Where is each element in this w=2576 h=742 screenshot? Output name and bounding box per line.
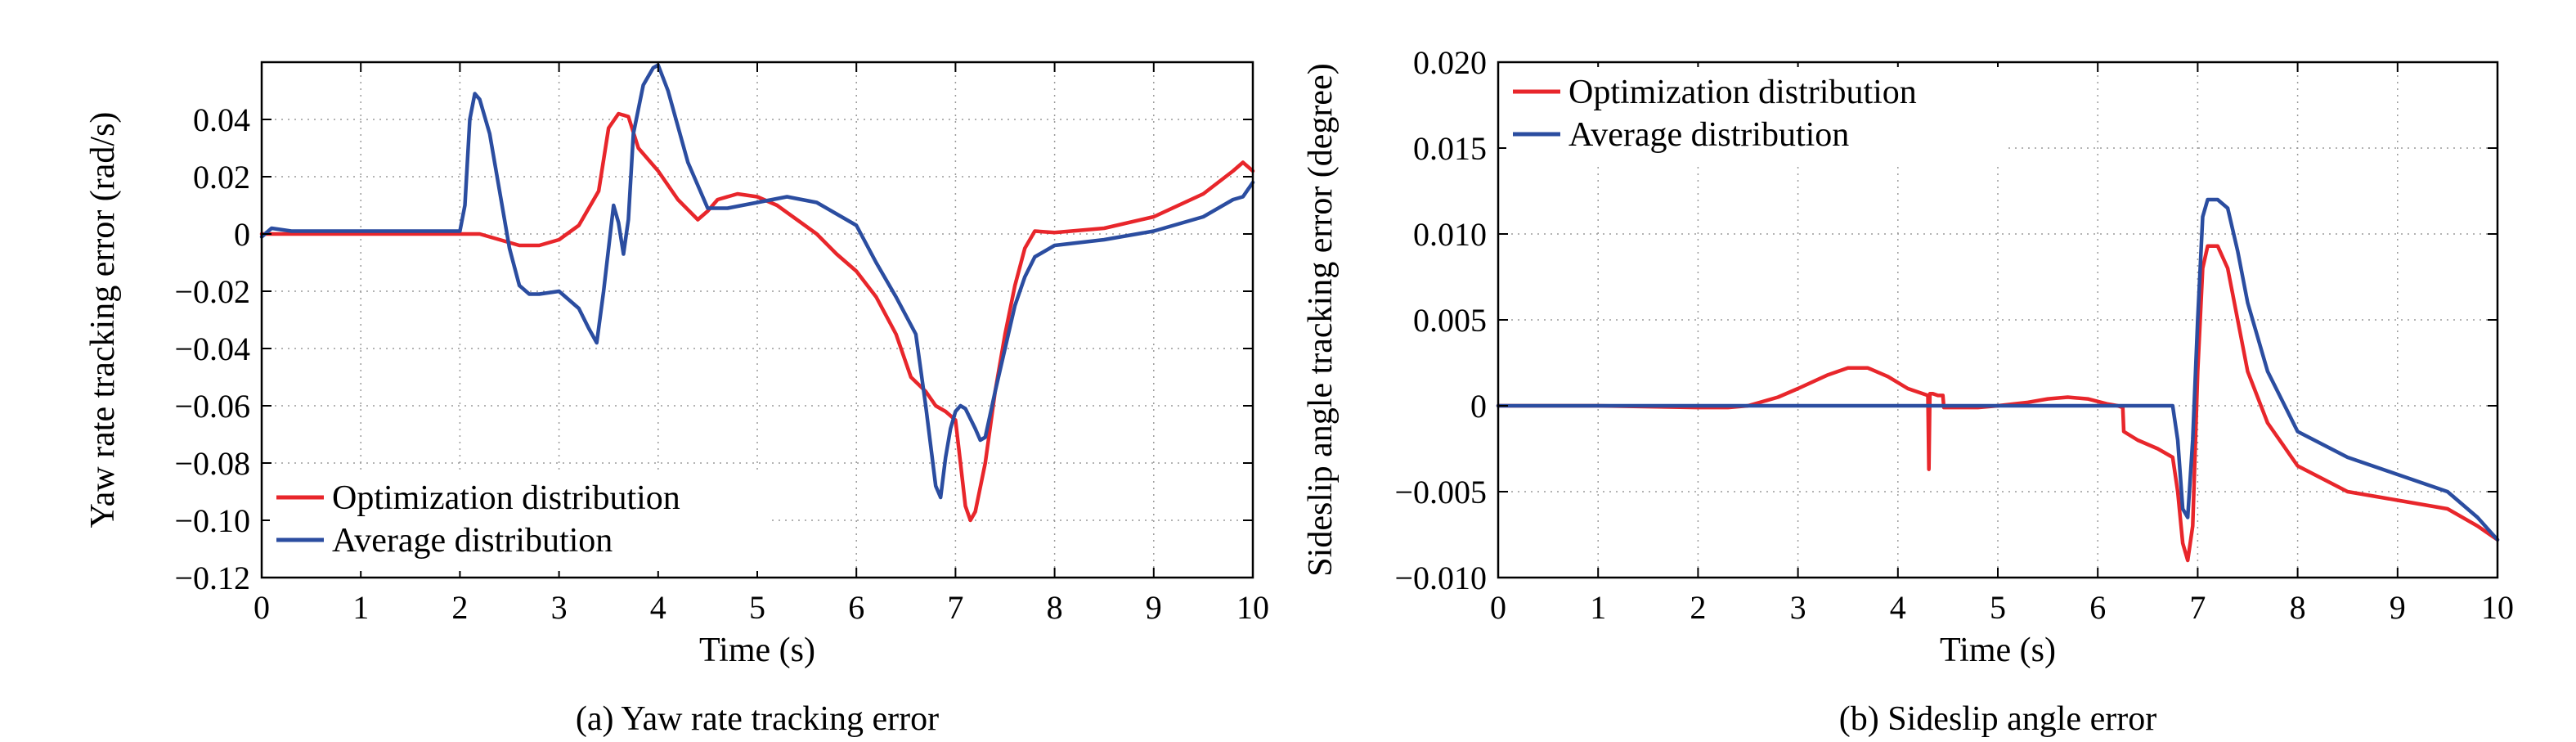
legend-label-average: Average distribution [1568, 116, 1849, 154]
y-tick-label: 0.015 [1413, 130, 1487, 167]
tick-marks [261, 62, 1254, 578]
series-line-average [1496, 197, 2500, 542]
y-tick-label: −0.005 [1394, 474, 1487, 510]
x-tick-label: 3 [1790, 589, 1806, 626]
y-tick-label: 0.04 [193, 101, 250, 138]
y-tick-label: 0.02 [193, 159, 250, 196]
y-axis-label: Sideslip angle tracking error (degree) [1302, 63, 1340, 576]
chart-caption: (a) Yaw rate tracking error [576, 700, 939, 738]
y-tick-label: 0 [234, 216, 250, 253]
legend-label-optimization: Optimization distribution [1568, 74, 1917, 111]
y-tick-label: 0 [1470, 388, 1487, 425]
x-tick-label: 7 [2189, 589, 2206, 626]
y-tick-label: −0.04 [174, 331, 250, 367]
x-tick-label: 1 [352, 589, 369, 626]
x-tick-labels: 0 1 2 3 4 5 6 7 8 9 10 [254, 589, 1269, 626]
y-tick-labels: −0.010 −0.005 0 0.005 0.010 0.015 0.020 [1394, 44, 1487, 596]
x-tick-label: 5 [1990, 589, 2006, 626]
legend-label-optimization: Optimization distribution [332, 479, 680, 517]
series-lines [259, 63, 1255, 523]
y-tick-label: −0.06 [174, 388, 250, 425]
x-tick-label: 10 [2481, 589, 2514, 626]
chart-panel-sideslip: 0 1 2 3 4 5 6 7 8 9 10 −0.010 −0.005 0 0.005 0.010 0.01… [1302, 44, 2514, 738]
x-tick-label: 0 [254, 589, 270, 626]
chart-caption: (b) Sideslip angle error [1839, 700, 2156, 738]
x-tick-label: 8 [2290, 589, 2306, 626]
x-tick-label: 2 [1690, 589, 1706, 626]
y-tick-label: 0.005 [1413, 302, 1487, 339]
x-tick-label: 10 [1236, 589, 1269, 626]
x-tick-label: 7 [947, 589, 963, 626]
legend-label-average: Average distribution [332, 522, 613, 560]
y-tick-label: 0.010 [1413, 216, 1487, 253]
legend-background [1506, 67, 2005, 165]
y-tick-label: −0.08 [174, 445, 250, 482]
x-tick-label: 0 [1490, 589, 1506, 626]
chart-panel-yaw-rate: 0 1 2 3 4 5 6 7 8 9 10 −0.12−0.10−0.08−0.06−0.04−0… [84, 61, 1269, 738]
legend: Optimization distribution Average distri… [1506, 67, 2005, 165]
x-tick-label: 5 [749, 589, 765, 626]
x-axis-label: Time (s) [699, 632, 815, 669]
series-line-average [259, 63, 1255, 500]
x-tick-label: 3 [551, 589, 568, 626]
y-tick-labels: −0.12 −0.10 −0.08 −0.06 −0.04 −0.02 0 0.02 0.04 [174, 101, 250, 596]
x-tick-label: 9 [2390, 589, 2406, 626]
x-tick-label: 9 [1146, 589, 1162, 626]
x-tick-label: 6 [2089, 589, 2106, 626]
series-lines [1496, 197, 2500, 563]
x-tick-label: 4 [1890, 589, 1906, 626]
legend: Optimization distribution Average distri… [270, 473, 769, 571]
y-tick-label: −0.12 [174, 560, 250, 596]
legend-background [270, 473, 769, 571]
y-tick-label: 0.020 [1413, 44, 1487, 81]
series-line-optimization [259, 111, 1255, 523]
x-tick-label: 1 [1590, 589, 1606, 626]
y-axis-label: Yaw rate tracking error (rad/s) [84, 112, 122, 528]
y-tick-label: −0.010 [1394, 560, 1487, 596]
x-tick-label: 8 [1047, 589, 1063, 626]
y-tick-label: −0.02 [174, 273, 250, 310]
series-line-optimization [1496, 244, 2500, 563]
x-tick-label: 4 [650, 589, 666, 626]
x-tick-label: 6 [848, 589, 864, 626]
x-axis-label: Time (s) [1940, 632, 2056, 669]
x-tick-labels: 0 1 2 3 4 5 6 7 8 9 10 [1490, 589, 2514, 626]
y-tick-label: −0.10 [174, 502, 250, 539]
x-tick-label: 2 [451, 589, 468, 626]
